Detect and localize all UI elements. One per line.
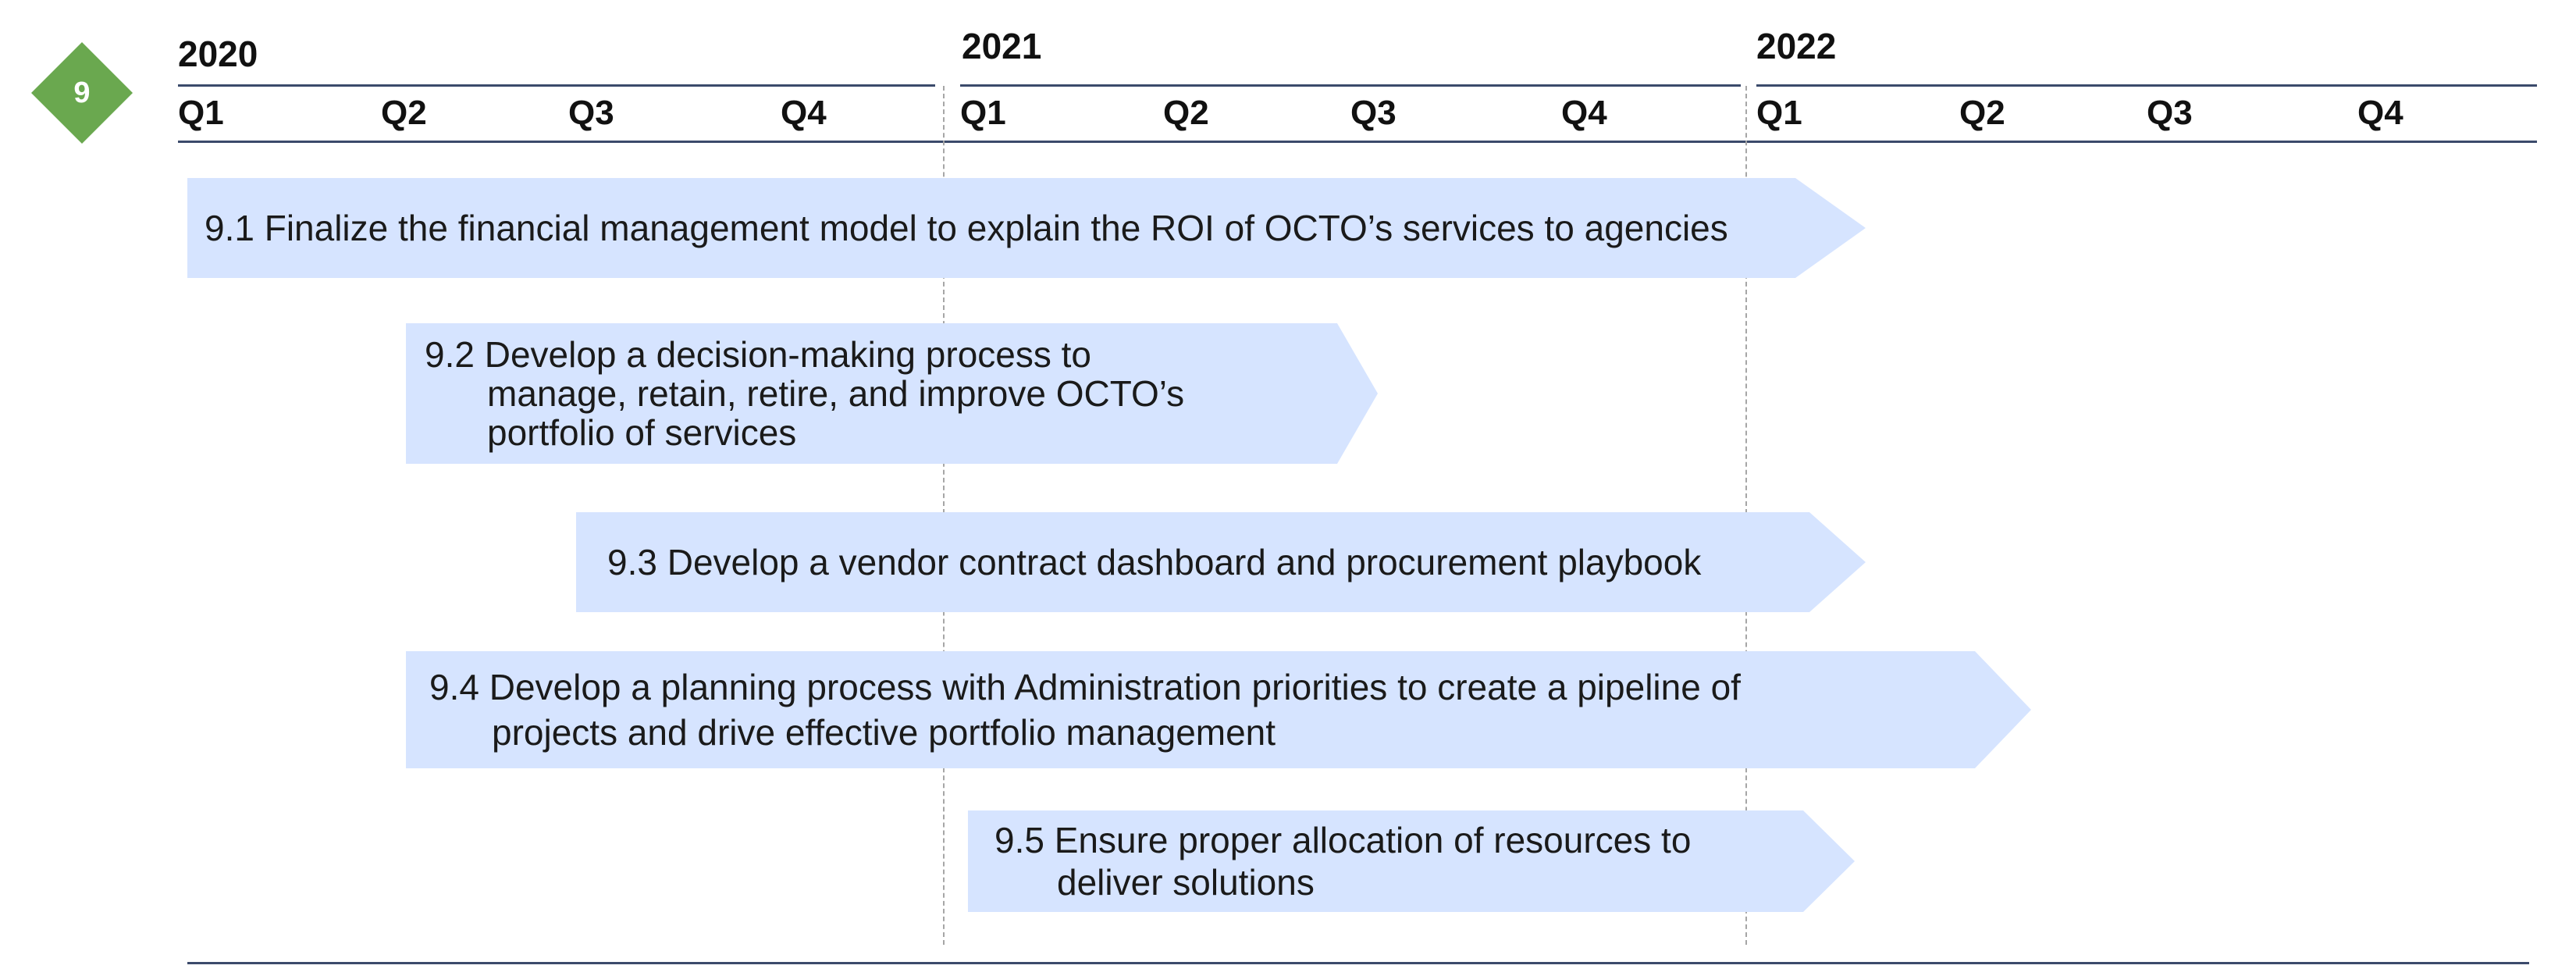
- year-label-2021: 2021: [962, 26, 1042, 66]
- year-rule-2020: [178, 84, 935, 87]
- initiative-arrow-9-5: 9.5 Ensure proper allocation of resource…: [968, 810, 1855, 912]
- quarter-rule: [178, 141, 2537, 143]
- badge-number: 9: [73, 76, 91, 109]
- initiative-label: 9.3 Develop a vendor contract dashboard …: [607, 542, 1702, 582]
- year-label-2020: 2020: [178, 34, 258, 74]
- year-rule-2021: [960, 84, 1741, 87]
- quarter-label: Q4: [2357, 94, 2403, 132]
- initiative-label-continued: portfolio of services: [487, 412, 797, 453]
- bottom-rule: [187, 962, 2529, 964]
- quarter-label: Q1: [960, 94, 1006, 132]
- diamond-icon: [31, 42, 133, 144]
- quarter-label: Q1: [178, 94, 224, 132]
- year-rule-2022: [1756, 84, 2537, 87]
- quarter-label: Q3: [1350, 94, 1397, 132]
- initiative-label-continued: deliver solutions: [1057, 862, 1315, 903]
- initiative-label-continued: projects and drive effective portfolio m…: [492, 712, 1276, 753]
- initiative-arrow-9-2: 9.2 Develop a decision-making process to…: [406, 323, 1378, 464]
- initiative-label: 9.4 Develop a planning process with Admi…: [429, 667, 1741, 707]
- quarter-label: Q3: [568, 94, 614, 132]
- initiative-label: 9.5 Ensure proper allocation of resource…: [994, 820, 1692, 860]
- initiative-arrow-9-4: 9.4 Develop a planning process with Admi…: [406, 651, 2031, 768]
- initiative-label: 9.1 Finalize the financial management mo…: [205, 208, 1728, 248]
- quarter-label: Q4: [781, 94, 827, 132]
- quarter-label: Q2: [381, 94, 427, 132]
- quarter-label: Q2: [1959, 94, 2005, 132]
- year-label-2022: 2022: [1756, 26, 1837, 66]
- initiative-arrow-9-1: 9.1 Finalize the financial management mo…: [187, 178, 1866, 278]
- quarter-label: Q4: [1561, 94, 1607, 132]
- initiative-label: 9.2 Develop a decision-making process to: [425, 334, 1092, 375]
- section-badge: 9: [31, 42, 133, 144]
- quarter-label: Q3: [2147, 94, 2193, 132]
- quarter-label: Q2: [1163, 94, 1209, 132]
- initiative-arrow-9-3: 9.3 Develop a vendor contract dashboard …: [576, 512, 1866, 612]
- quarter-label: Q1: [1756, 94, 1802, 132]
- initiative-label-continued: manage, retain, retire, and improve OCTO…: [487, 373, 1185, 414]
